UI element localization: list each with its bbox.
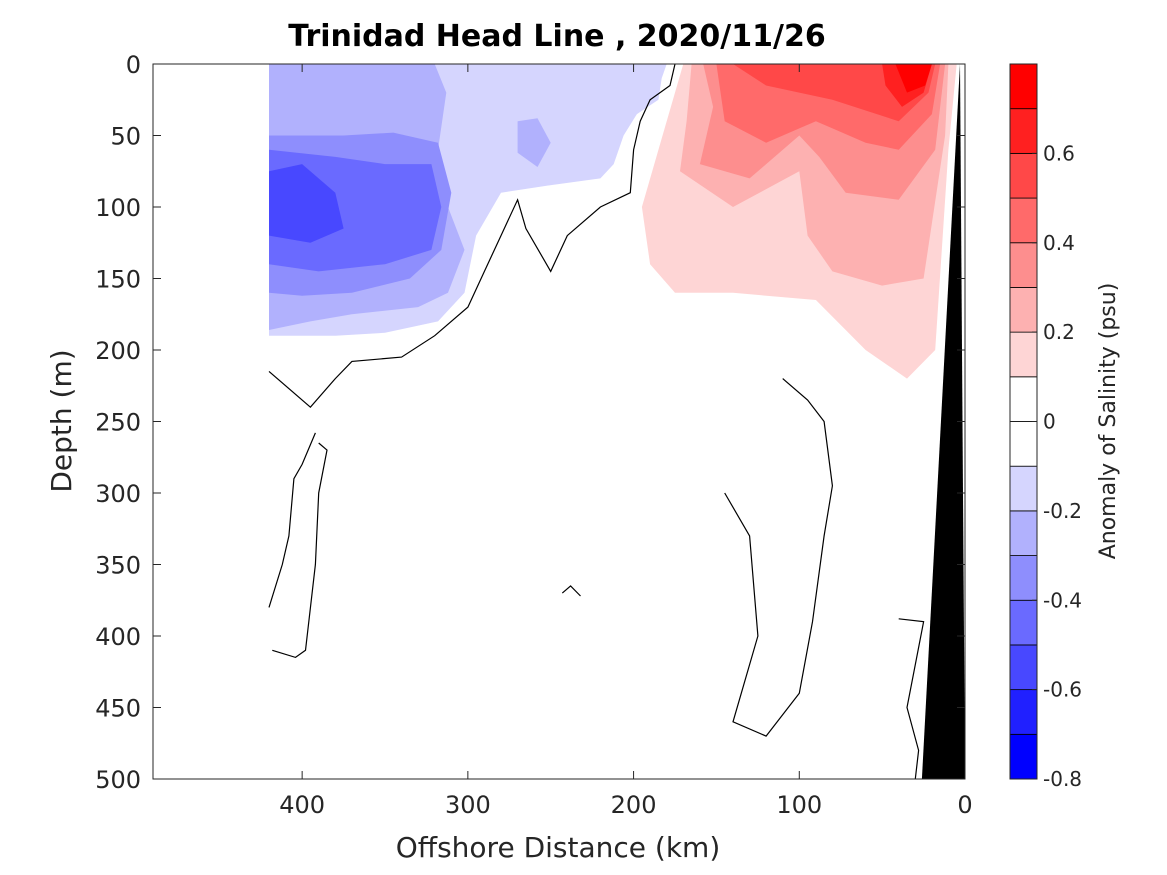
contour-level-2: [517, 118, 551, 167]
colorbar-tick-label: 0: [1043, 410, 1056, 434]
colorbar-tick-label: 0.6: [1043, 141, 1075, 165]
x-axis-ticks: 400 300 200 100 0: [279, 64, 973, 819]
zero-contour-line-0: [268, 64, 676, 409]
x-tick-label: 0: [957, 791, 972, 819]
colorbar-swatch: [1009, 689, 1038, 735]
colorbar-tick-label: -0.8: [1043, 767, 1082, 791]
y-axis-ticks: 0 50 100 150 200 250 300 350 400 450 500: [95, 51, 965, 794]
colorbar-swatch: [1009, 465, 1038, 512]
colorbar-swatch: [1009, 510, 1038, 556]
y-tick-label: 250: [95, 409, 141, 437]
y-axis-label: Depth (m): [45, 349, 78, 492]
y-tick-label: 500: [95, 766, 141, 794]
y-tick-label: 50: [110, 123, 141, 151]
seafloor-mask: [921, 64, 965, 779]
colorbar-swatch: [1009, 287, 1038, 333]
y-tick-label: 400: [95, 623, 141, 651]
colorbar-swatch: [1009, 733, 1038, 780]
colorbar-swatch: [1009, 555, 1038, 601]
x-tick-label: 400: [279, 791, 325, 819]
zero-contour-line-2: [272, 442, 328, 659]
plot-area: [268, 64, 965, 779]
chart-title: Trinidad Head Line , 2020/11/26: [288, 19, 825, 54]
colorbar-swatch: [1009, 197, 1038, 244]
colorbar-tick-label: 0.2: [1043, 320, 1075, 344]
colorbar-label: Anomaly of Salinity (psu): [1096, 283, 1121, 560]
colorbar-swatch: [1009, 108, 1038, 154]
colorbar-tick-label: 0.4: [1043, 231, 1075, 255]
colorbar: -0.8 -0.6 -0.4 -0.2 0 0.2 0.4 0.6: [1009, 63, 1082, 791]
colorbar-swatch: [1009, 331, 1038, 378]
zero-contour-line-1: [268, 432, 316, 608]
y-tick-label: 200: [95, 337, 141, 365]
colorbar-swatch: [1009, 599, 1038, 646]
y-tick-label: 0: [126, 51, 141, 79]
colorbar-swatch: [1009, 63, 1038, 110]
contour-fills: [269, 64, 957, 379]
zero-contour-line-5: [561, 585, 581, 597]
x-tick-label: 100: [776, 791, 822, 819]
colorbar-swatch: [1009, 152, 1038, 199]
contour-level-12: [895, 64, 932, 93]
x-axis-label: Offshore Distance (km): [396, 831, 721, 864]
y-tick-label: 350: [95, 552, 141, 580]
y-tick-label: 100: [95, 194, 141, 222]
x-tick-label: 200: [611, 791, 657, 819]
seafloor-polygon: [921, 64, 965, 779]
colorbar-tick-label: -0.2: [1043, 499, 1082, 523]
colorbar-swatch: [1009, 376, 1038, 422]
colorbar-tick-label: -0.4: [1043, 588, 1082, 612]
x-tick-label: 300: [445, 791, 491, 819]
contour-level-5: [269, 164, 344, 243]
colorbar-tick-label: -0.6: [1043, 678, 1082, 702]
colorbar-swatch: [1009, 421, 1038, 467]
colorbar-swatch: [1009, 242, 1038, 288]
y-tick-label: 150: [95, 266, 141, 294]
colorbar-swatch: [1009, 644, 1038, 691]
y-tick-label: 300: [95, 480, 141, 508]
zero-contour-line-3: [724, 378, 834, 737]
zero-contour-line-4: [898, 618, 925, 779]
y-tick-label: 450: [95, 695, 141, 723]
zero-contours: [268, 64, 925, 779]
